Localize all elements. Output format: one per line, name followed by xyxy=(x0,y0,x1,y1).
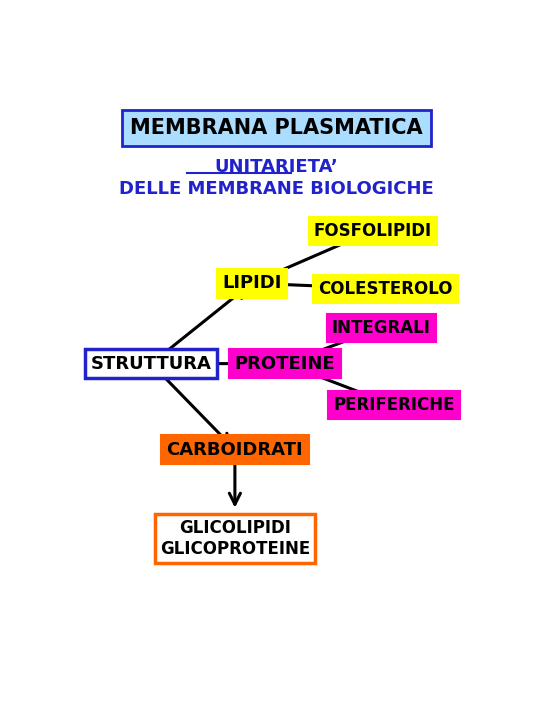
Text: STRUTTURA: STRUTTURA xyxy=(91,354,212,373)
Text: FOSFOLIPIDI: FOSFOLIPIDI xyxy=(314,222,432,240)
Text: PROTEINE: PROTEINE xyxy=(235,354,335,373)
Text: COLESTEROLO: COLESTEROLO xyxy=(318,280,453,298)
Text: INTEGRALI: INTEGRALI xyxy=(332,318,431,336)
Text: LIPIDI: LIPIDI xyxy=(222,274,281,292)
Text: CARBOIDRATI: CARBOIDRATI xyxy=(166,441,303,459)
Text: PERIFERICHE: PERIFERICHE xyxy=(333,396,455,414)
Text: DELLE MEMBRANE BIOLOGICHE: DELLE MEMBRANE BIOLOGICHE xyxy=(119,180,434,198)
Text: UNITARIETA’: UNITARIETA’ xyxy=(215,158,339,176)
Text: GLICOLIPIDI
GLICOPROTEINE: GLICOLIPIDI GLICOPROTEINE xyxy=(160,519,310,557)
Text: MEMBRANA PLASMATICA: MEMBRANA PLASMATICA xyxy=(131,118,423,138)
